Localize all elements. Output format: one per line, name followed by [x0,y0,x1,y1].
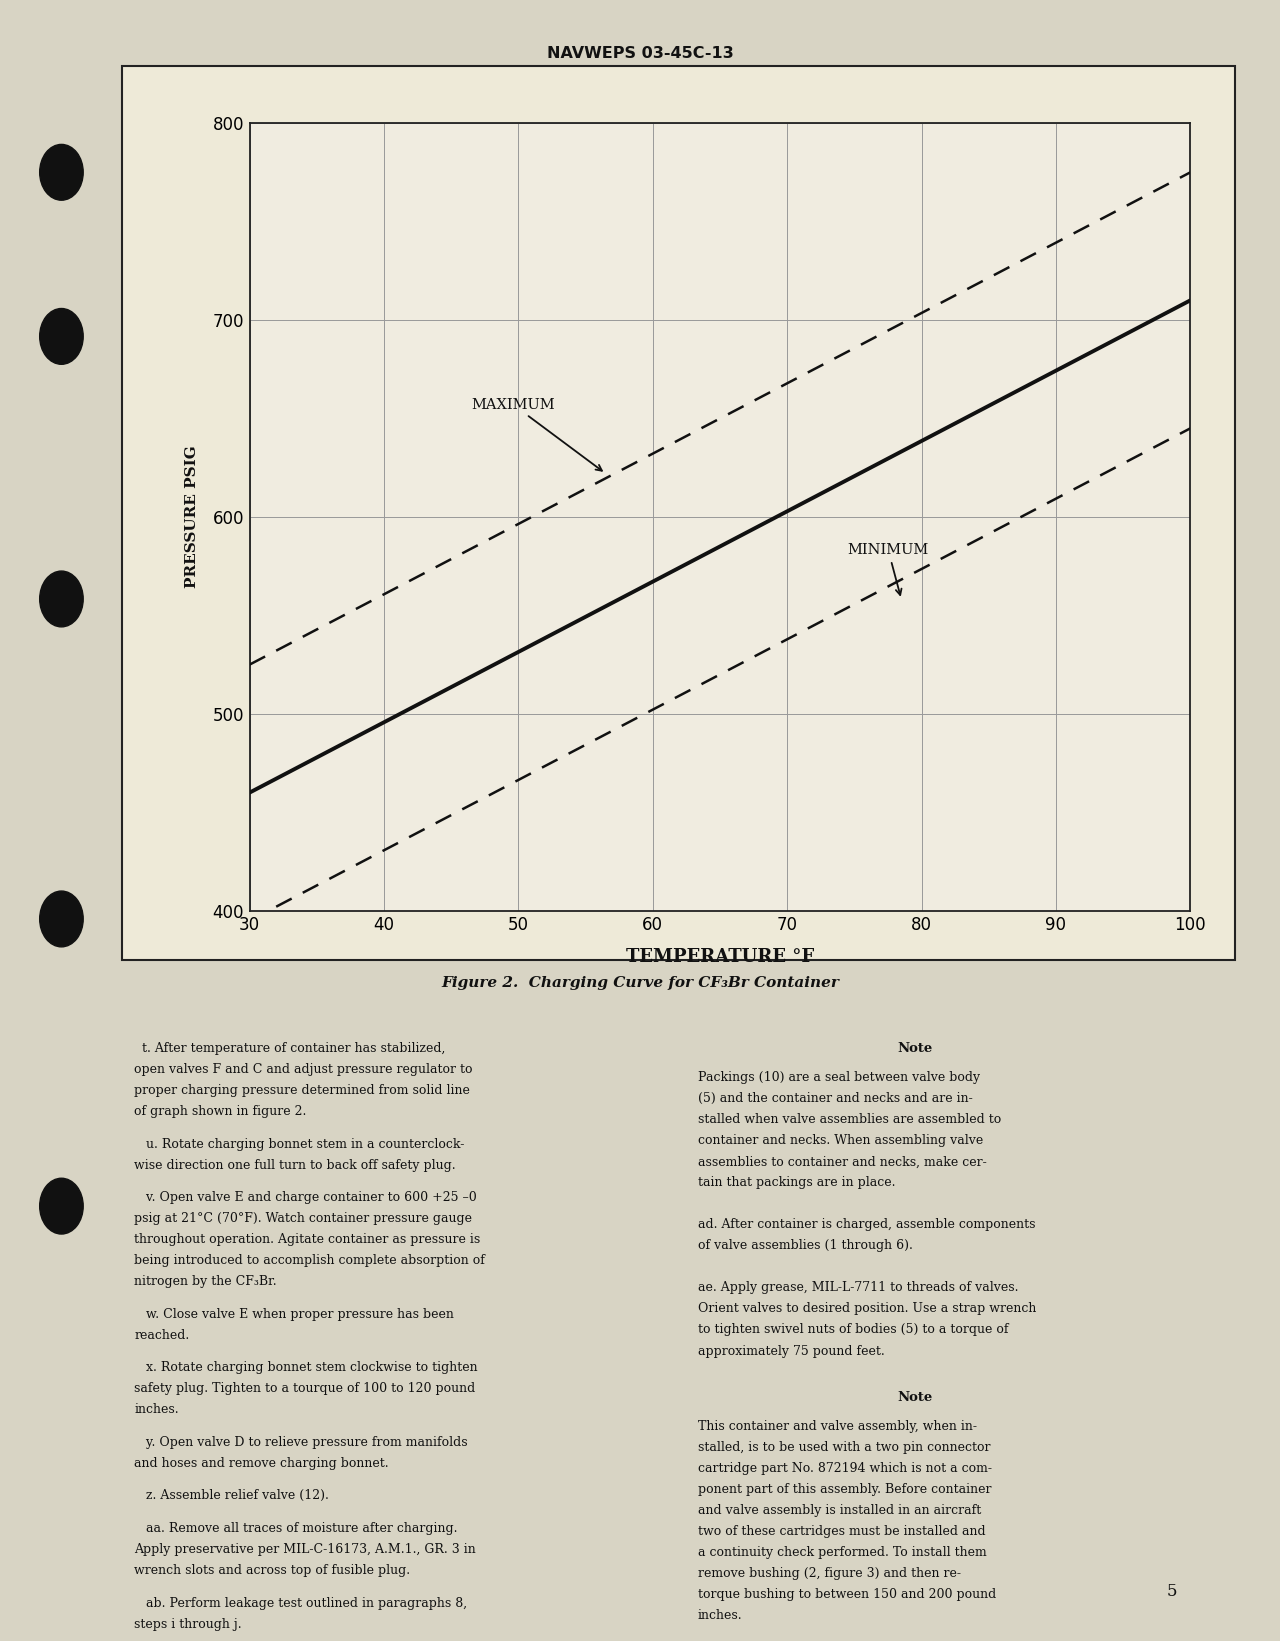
Text: two of these cartridges must be installed and: two of these cartridges must be installe… [698,1524,986,1538]
Text: torque bushing to between 150 and 200 pound: torque bushing to between 150 and 200 po… [698,1588,996,1602]
Text: and hoses and remove charging bonnet.: and hoses and remove charging bonnet. [134,1457,389,1470]
Text: 5: 5 [1167,1584,1178,1600]
Text: approximately 75 pound feet.: approximately 75 pound feet. [698,1344,884,1357]
Text: tain that packings are in place.: tain that packings are in place. [698,1177,895,1190]
Text: inches.: inches. [134,1403,179,1416]
Y-axis label: PRESSURE PSIG: PRESSURE PSIG [184,446,198,587]
Text: open valves F and C and adjust pressure regulator to: open valves F and C and adjust pressure … [134,1063,472,1076]
Text: z. Assemble relief valve (12).: z. Assemble relief valve (12). [134,1490,329,1503]
Text: stalled when valve assemblies are assembled to: stalled when valve assemblies are assemb… [698,1114,1001,1126]
Text: a continuity check performed. To install them: a continuity check performed. To install… [698,1546,987,1559]
Text: of graph shown in figure 2.: of graph shown in figure 2. [134,1104,307,1118]
Text: NAVWEPS 03-45C-13: NAVWEPS 03-45C-13 [547,46,733,61]
Text: w. Close valve E when proper pressure has been: w. Close valve E when proper pressure ha… [134,1308,454,1321]
Text: Packings (10) are a seal between valve body: Packings (10) are a seal between valve b… [698,1072,979,1085]
Text: cartridge part No. 872194 which is not a com-: cartridge part No. 872194 which is not a… [698,1462,992,1475]
Text: reached.: reached. [134,1329,189,1342]
Text: to tighten swivel nuts of bodies (5) to a torque of: to tighten swivel nuts of bodies (5) to … [698,1324,1009,1336]
Text: x. Rotate charging bonnet stem clockwise to tighten: x. Rotate charging bonnet stem clockwise… [134,1362,477,1374]
Text: of valve assemblies (1 through 6).: of valve assemblies (1 through 6). [698,1239,913,1252]
Text: (5) and the container and necks and are in-: (5) and the container and necks and are … [698,1093,973,1106]
Text: ad. After container is charged, assemble components: ad. After container is charged, assemble… [698,1219,1036,1231]
Text: u. Rotate charging bonnet stem in a counterclock-: u. Rotate charging bonnet stem in a coun… [134,1137,465,1150]
Text: Note: Note [897,1042,933,1055]
Text: MAXIMUM: MAXIMUM [471,397,602,471]
Text: This container and valve assembly, when in-: This container and valve assembly, when … [698,1419,977,1433]
Text: t. After temperature of container has stabilized,: t. After temperature of container has st… [134,1042,445,1055]
Text: proper charging pressure determined from solid line: proper charging pressure determined from… [134,1085,470,1098]
Text: stalled, is to be used with a two pin connector: stalled, is to be used with a two pin co… [698,1441,991,1454]
Text: assemblies to container and necks, make cer-: assemblies to container and necks, make … [698,1155,987,1168]
Text: aa. Remove all traces of moisture after charging.: aa. Remove all traces of moisture after … [134,1521,458,1534]
Text: y. Open valve D to relieve pressure from manifolds: y. Open valve D to relieve pressure from… [134,1436,468,1449]
Text: wise direction one full turn to back off safety plug.: wise direction one full turn to back off… [134,1159,456,1172]
Text: ae. Apply grease, MIL-L-7711 to threads of valves.: ae. Apply grease, MIL-L-7711 to threads … [698,1282,1018,1295]
Text: nitrogen by the CF₃Br.: nitrogen by the CF₃Br. [134,1275,276,1288]
Text: remove bushing (2, figure 3) and then re-: remove bushing (2, figure 3) and then re… [698,1567,960,1580]
Text: and valve assembly is installed in an aircraft: and valve assembly is installed in an ai… [698,1505,980,1518]
Text: inches.: inches. [698,1610,742,1623]
Text: wrench slots and across top of fusible plug.: wrench slots and across top of fusible p… [134,1564,411,1577]
Text: MINIMUM: MINIMUM [847,543,929,596]
Text: Apply preservative per MIL-C-16173, A.M.1., GR. 3 in: Apply preservative per MIL-C-16173, A.M.… [134,1543,476,1556]
Text: container and necks. When assembling valve: container and necks. When assembling val… [698,1134,983,1147]
Text: Note: Note [897,1390,933,1403]
Text: v. Open valve E and charge container to 600 +25 –0: v. Open valve E and charge container to … [134,1191,477,1204]
Text: Orient valves to desired position. Use a strap wrench: Orient valves to desired position. Use a… [698,1303,1036,1316]
Text: Figure 2.  Charging Curve for CF₃Br Container: Figure 2. Charging Curve for CF₃Br Conta… [442,976,838,991]
Text: ponent part of this assembly. Before container: ponent part of this assembly. Before con… [698,1483,991,1497]
Text: throughout operation. Agitate container as pressure is: throughout operation. Agitate container … [134,1232,481,1246]
X-axis label: TEMPERATURE °F: TEMPERATURE °F [626,948,814,967]
Text: ab. Perform leakage test outlined in paragraphs 8,: ab. Perform leakage test outlined in par… [134,1597,467,1610]
Text: psig at 21°C (70°F). Watch container pressure gauge: psig at 21°C (70°F). Watch container pre… [134,1213,472,1226]
Text: being introduced to accomplish complete absorption of: being introduced to accomplish complete … [134,1254,485,1267]
Text: safety plug. Tighten to a tourque of 100 to 120 pound: safety plug. Tighten to a tourque of 100… [134,1382,476,1395]
Text: steps i through j.: steps i through j. [134,1618,242,1631]
